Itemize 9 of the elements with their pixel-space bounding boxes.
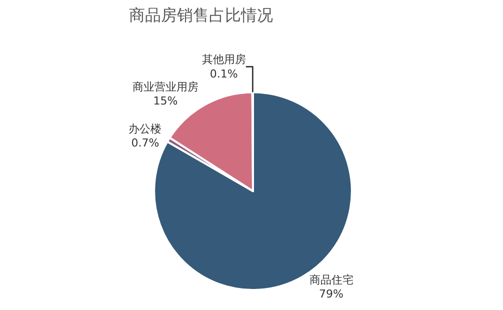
data-label: 0.1% xyxy=(210,67,238,80)
data-label: 0.7% xyxy=(131,136,160,150)
slice-label: 其他用房 xyxy=(202,53,246,66)
slice-label: 商业营业用房 xyxy=(132,80,198,94)
chart-title: 商品房销售占比情况 xyxy=(129,6,274,24)
slice-label: 商品住宅 xyxy=(309,273,354,286)
data-label: 79% xyxy=(319,288,344,301)
slice-label: 办公楼 xyxy=(128,122,162,136)
data-label: 15% xyxy=(153,94,178,108)
